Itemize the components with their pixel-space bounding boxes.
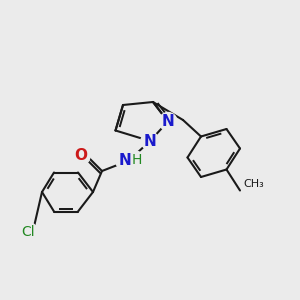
Text: N: N	[118, 153, 131, 168]
Text: N: N	[144, 134, 156, 148]
Text: O: O	[74, 148, 88, 164]
Circle shape	[159, 112, 177, 130]
Text: Cl: Cl	[22, 225, 35, 238]
Circle shape	[116, 152, 134, 169]
Text: N: N	[162, 114, 174, 129]
Circle shape	[72, 147, 90, 165]
Text: CH₃: CH₃	[243, 179, 264, 189]
Circle shape	[128, 152, 146, 169]
Circle shape	[141, 132, 159, 150]
Text: H: H	[131, 154, 142, 167]
Circle shape	[20, 223, 38, 241]
